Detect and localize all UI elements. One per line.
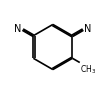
Text: CH$_3$: CH$_3$	[80, 63, 96, 76]
Text: N: N	[84, 24, 91, 34]
Text: N: N	[14, 24, 22, 34]
